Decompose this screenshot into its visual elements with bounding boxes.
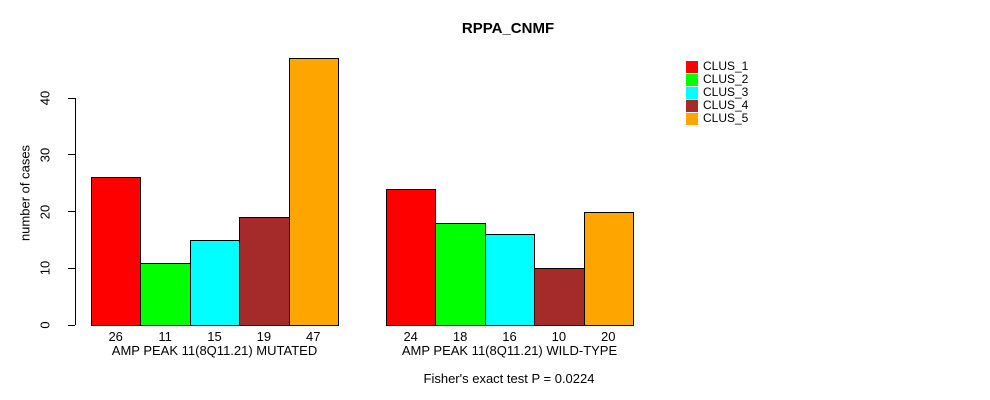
y-axis-tick-label: 30	[37, 147, 53, 162]
bar	[91, 177, 142, 326]
bar-value-label: 15	[207, 329, 222, 344]
y-axis-tick	[68, 267, 75, 269]
bar	[583, 211, 634, 326]
y-axis-tick	[68, 97, 75, 99]
legend-swatch	[686, 60, 698, 73]
y-axis-tick	[68, 154, 75, 156]
legend-swatch	[686, 86, 698, 99]
bar-value-label: 11	[158, 329, 172, 344]
bar	[484, 234, 536, 326]
y-axis-tick	[68, 324, 75, 326]
bar	[288, 58, 339, 326]
legend-label: CLUS_2	[703, 72, 749, 86]
legend-swatch	[686, 99, 698, 112]
legend-label: CLUS_5	[703, 111, 749, 125]
fisher-test-annotation: Fisher's exact test P = 0.0224	[423, 371, 595, 386]
y-axis-label: number of cases	[17, 144, 33, 242]
legend: CLUS_1 CLUS_2 CLUS_3 CLUS_4 CLUS_5	[686, 60, 748, 125]
y-axis-tick-label: 20	[37, 204, 53, 219]
legend-item: CLUS_1	[686, 60, 748, 73]
bar-value-label: 20	[601, 329, 616, 344]
bar-value-label: 16	[502, 329, 517, 344]
y-axis-tick-label: 10	[37, 261, 53, 276]
bar	[239, 217, 290, 326]
bar	[189, 239, 241, 326]
chart-title: RPPA_CNMF	[461, 20, 555, 37]
bar	[534, 268, 585, 326]
bar-value-label: 19	[256, 329, 272, 344]
bar	[386, 188, 437, 326]
legend-item: CLUS_2	[686, 73, 748, 86]
y-axis-tick-label: 0	[37, 321, 53, 329]
legend-swatch	[686, 112, 698, 125]
y-axis-line	[75, 98, 76, 325]
legend-item: CLUS_4	[686, 99, 748, 112]
legend-label: CLUS_1	[703, 59, 749, 73]
legend-item: CLUS_5	[686, 112, 748, 125]
x-group-label-mutated: AMP PEAK 11(8Q11.21) MUTATED	[111, 343, 318, 358]
bar-value-label: 10	[551, 329, 567, 344]
y-axis-tick	[68, 211, 75, 212]
legend-item: CLUS_3	[686, 86, 748, 99]
bar-value-label: 26	[108, 329, 123, 344]
bar	[435, 222, 486, 326]
legend-label: CLUS_3	[703, 85, 749, 99]
bar-value-label: 47	[306, 329, 321, 344]
bar	[140, 262, 191, 326]
legend-label: CLUS_4	[703, 98, 749, 112]
legend-swatch	[686, 73, 698, 86]
y-axis-tick-label: 40	[37, 90, 53, 106]
bar-value-label: 24	[403, 329, 418, 344]
x-group-label-wildtype: AMP PEAK 11(8Q11.21) WILD-TYPE	[401, 343, 618, 358]
bar-value-label: 18	[452, 329, 468, 344]
